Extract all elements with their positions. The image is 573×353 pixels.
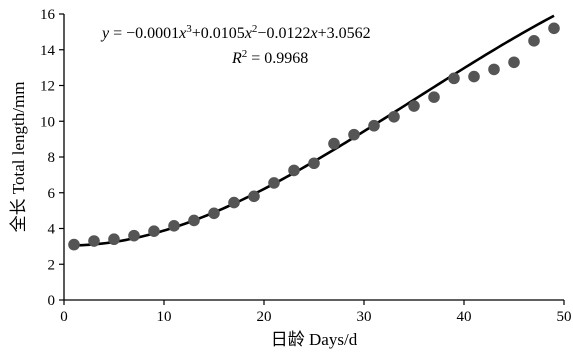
data-point	[168, 220, 180, 232]
x-tick-label: 10	[157, 309, 172, 325]
data-point	[268, 177, 280, 189]
eq-term1-x: x	[178, 25, 186, 42]
data-point	[448, 72, 460, 85]
scatter-points-layer	[68, 22, 560, 251]
x-tick-label: 0	[60, 309, 68, 325]
eq-y: y	[100, 25, 110, 42]
data-point	[388, 110, 400, 123]
y-tick-label: 12	[40, 79, 55, 95]
ticks: 0 10 20 30 40 50 0 2 4 6 8 10 12 14 16	[40, 7, 572, 325]
y-axis-label: 全长 Total length/mm	[9, 82, 28, 233]
data-point	[368, 119, 380, 132]
data-point	[348, 128, 360, 141]
data-point	[488, 63, 500, 76]
eq-term2-exp: 2	[252, 23, 258, 35]
y-tick-label: 8	[48, 150, 56, 166]
eq-equals: =	[109, 25, 126, 42]
y-tick-label: 14	[40, 43, 56, 59]
x-tick-label: 20	[257, 309, 272, 325]
y-tick-label: 0	[48, 293, 56, 309]
data-point	[108, 233, 120, 246]
fit-curve	[73, 14, 555, 247]
x-axis-label: 日龄 Days/d	[271, 330, 358, 349]
data-point	[408, 100, 420, 112]
data-point	[128, 229, 140, 242]
y-tick-label: 10	[40, 114, 55, 130]
data-point	[188, 214, 200, 227]
r2-sup: 2	[242, 48, 248, 60]
eq-term2-coef: +0.0105	[192, 25, 245, 42]
data-point	[428, 91, 440, 103]
eq-term2-x: x	[244, 25, 252, 42]
y-tick-label: 16	[40, 7, 56, 23]
eq-term1-coef: −0.0001	[126, 25, 179, 42]
eq-term1-exp: 3	[186, 23, 192, 35]
fit-curve-layer	[73, 14, 555, 247]
data-point	[308, 157, 320, 170]
data-point	[228, 196, 240, 209]
data-point	[208, 207, 220, 220]
x-tick-label: 30	[357, 309, 372, 325]
data-point	[248, 190, 260, 203]
r-squared: R2 = 0.9968	[231, 48, 308, 67]
eq-term3-coef: −0.0122	[257, 25, 310, 42]
eq-term4: +3.0562	[318, 25, 371, 42]
axes	[63, 14, 564, 301]
data-point	[508, 56, 520, 69]
data-point	[328, 137, 340, 150]
y-tick-label: 2	[48, 257, 56, 273]
eq-term3-x: x	[309, 25, 317, 42]
fit-equation: y = −0.0001x3+0.0105x2−0.0122x+3.0562	[100, 23, 371, 42]
x-tick-label: 40	[457, 309, 472, 325]
r2-r: R	[231, 50, 242, 67]
y-tick-label: 4	[48, 222, 56, 238]
data-point	[148, 225, 160, 237]
data-point	[88, 235, 100, 247]
r2-value: = 0.9968	[247, 50, 308, 67]
data-point	[68, 238, 80, 251]
data-point	[528, 35, 540, 47]
data-point	[288, 164, 300, 177]
x-tick-label: 50	[557, 309, 572, 325]
data-point	[468, 70, 480, 83]
y-tick-label: 6	[48, 186, 56, 202]
data-point	[548, 22, 560, 35]
